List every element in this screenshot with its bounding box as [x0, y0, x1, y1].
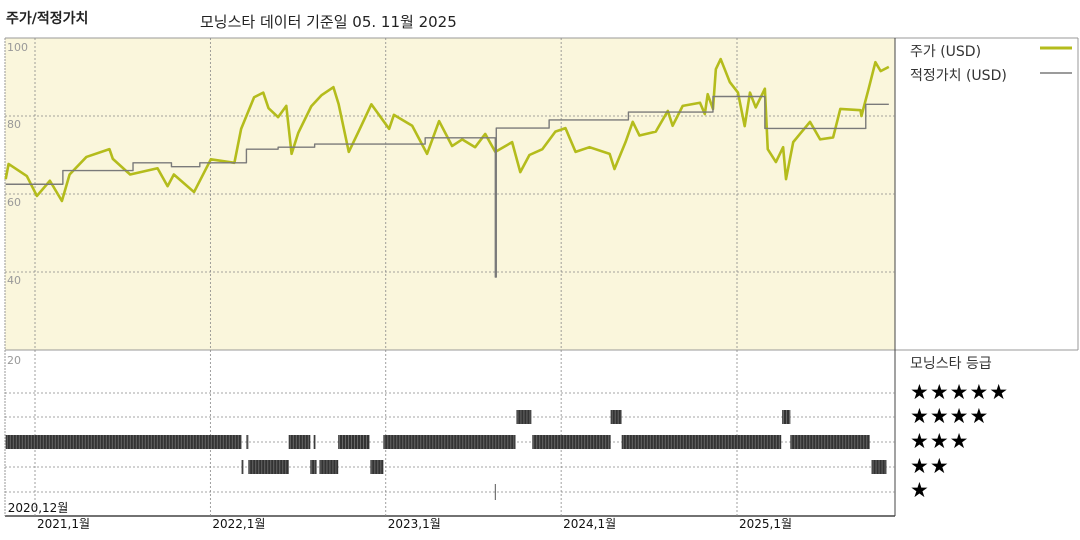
rating-segment — [310, 460, 317, 474]
y-tick-label: 100 — [7, 41, 28, 54]
rating-segment — [248, 460, 289, 474]
y-tick-label: 80 — [7, 118, 21, 131]
x-tick-label: 2022,1월 — [212, 517, 265, 531]
x-tick-label: 2025,1월 — [739, 517, 792, 531]
rating-segment — [790, 435, 870, 449]
rating-row-3-stars: ★★★ — [910, 429, 970, 453]
fair-value-line — [5, 95, 889, 278]
legend-price-label: 주가 (USD) — [910, 44, 982, 60]
rating-segment — [383, 435, 516, 449]
data-date-subtitle: 모닝스타 데이터 기준일 05. 11월 2025 — [200, 13, 457, 31]
x-tick-label: 2023,1월 — [388, 517, 441, 531]
rating-segment — [313, 435, 316, 449]
chart-title: 주가/적정가치 — [6, 11, 89, 27]
y-tick-label: 60 — [7, 196, 21, 209]
rating-segment — [319, 460, 339, 474]
rating-row-4-stars: ★★★★ — [910, 404, 990, 428]
rating-segment — [370, 460, 384, 474]
rating-row-1-star: ★ — [910, 478, 930, 502]
rating-segment — [338, 435, 370, 449]
rating-segment — [532, 435, 611, 449]
rating-segment — [610, 410, 622, 424]
rating-segment — [782, 410, 791, 424]
rating-row-5-stars: ★★★★★ — [910, 380, 1010, 404]
rating-row-2-stars: ★★ — [910, 454, 950, 478]
price-line — [4, 57, 890, 203]
x-tick-label: 2020,12월 — [8, 501, 69, 515]
rating-legend-title: 모닝스타 등급 — [910, 356, 992, 372]
rating-segment — [241, 460, 244, 474]
y-tick-label: 20 — [7, 354, 21, 367]
legend-fair-value-label: 적정가치 (USD) — [910, 68, 1007, 84]
y-tick-label: 40 — [7, 274, 21, 287]
rating-segment — [5, 435, 242, 449]
x-tick-label: 2024,1월 — [563, 517, 616, 531]
rating-segment — [246, 435, 249, 449]
x-tick-label: 2021,1월 — [37, 517, 90, 531]
rating-segment — [288, 435, 311, 449]
